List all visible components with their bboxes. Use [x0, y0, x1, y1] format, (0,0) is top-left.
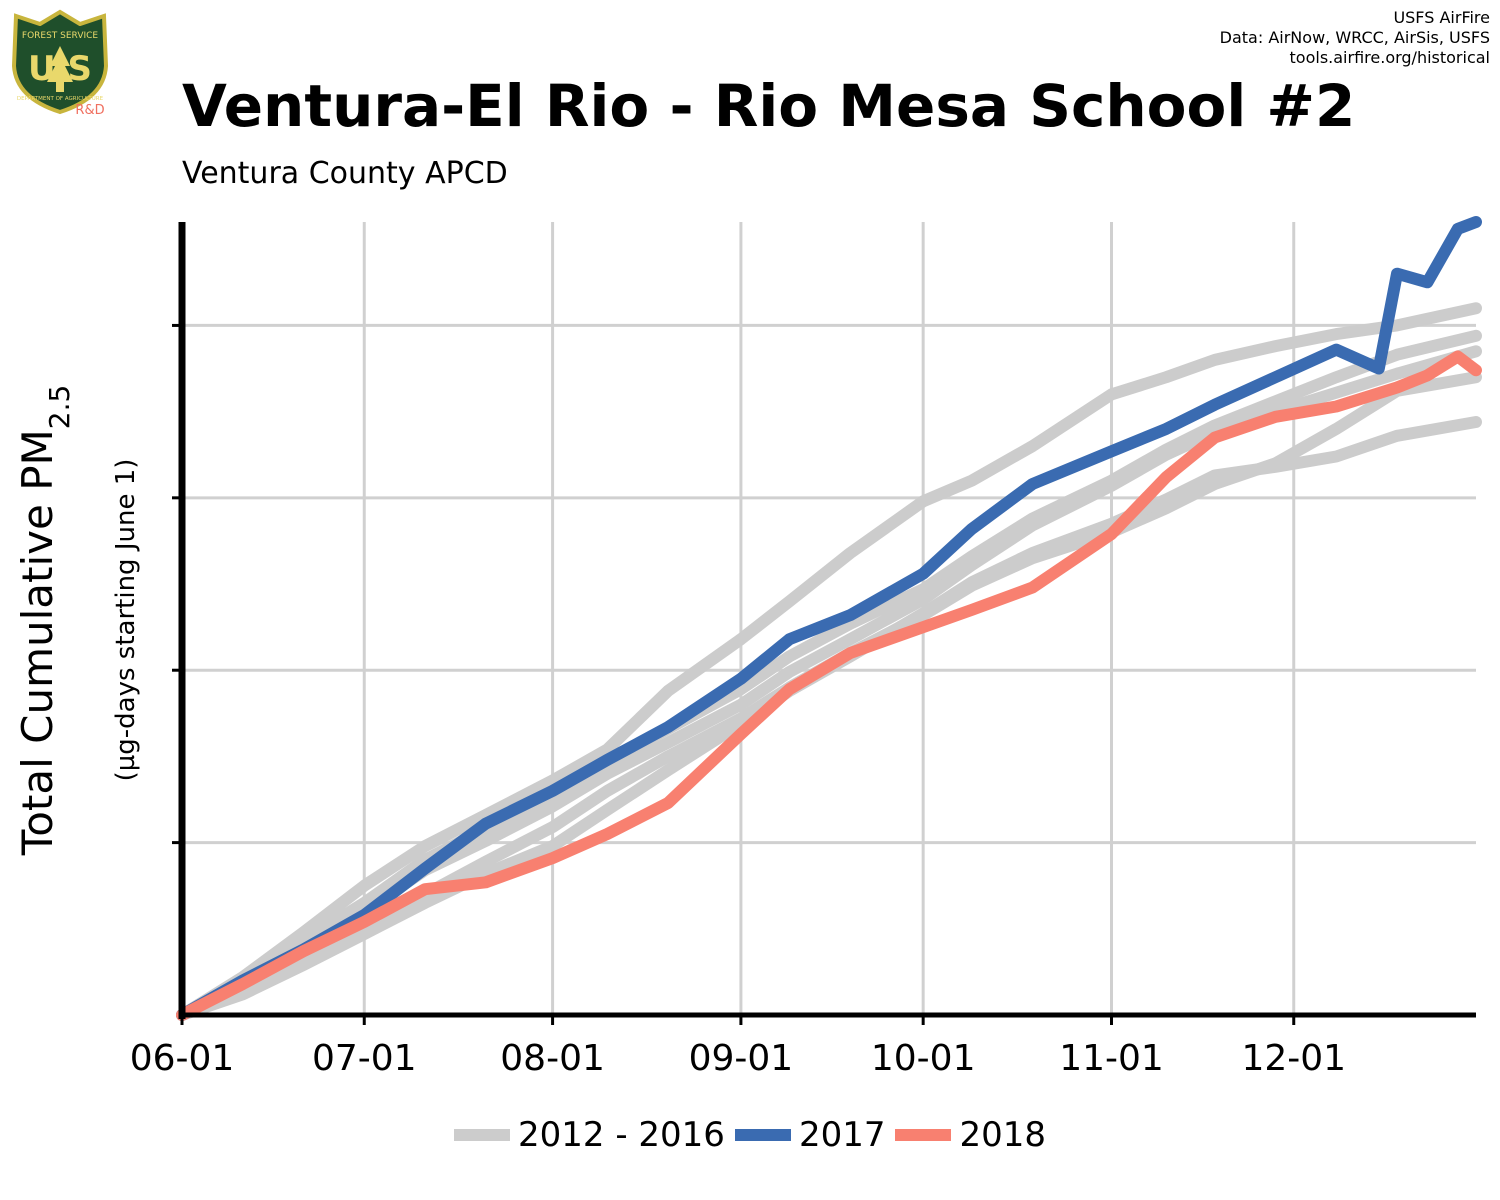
- legend-swatch: [453, 1129, 510, 1141]
- legend-item-2018: 2018: [895, 1115, 1046, 1155]
- series-lines: [176, 216, 1482, 1021]
- x-tick-label: 08-01: [500, 1038, 605, 1079]
- chart-title: Ventura-El Rio - Rio Mesa School #2: [182, 72, 1356, 140]
- x-tick-label: 09-01: [689, 1038, 794, 1079]
- y-axis-label-text: Total Cumulative PM: [13, 429, 62, 856]
- axes: [172, 222, 1476, 1019]
- x-tick-label: 07-01: [312, 1038, 417, 1079]
- legend-label: 2017: [798, 1115, 886, 1155]
- legend-swatch: [734, 1129, 791, 1141]
- x-axis-ticks: 06-01 07-01 08-01 09-01 10-01 11-01 12-01: [130, 1015, 1346, 1079]
- y-axis-secondary-label: (µg-days starting June 1): [111, 459, 141, 782]
- series-line-2018: [176, 350, 1482, 1021]
- legend-item-historic: 2012 - 2016: [453, 1115, 725, 1155]
- x-tick-label: 06-01: [130, 1038, 235, 1079]
- credit-line: Data: AirNow, WRCC, AirSis, USFS: [1219, 28, 1490, 47]
- legend-label: 2012 - 2016: [517, 1115, 725, 1155]
- tree-icon: [47, 46, 73, 92]
- y-axis-label-subscript: 2.5: [43, 385, 76, 430]
- logo-top-text: FOREST SERVICE: [22, 31, 99, 41]
- forest-service-shield-logo: FOREST SERVICE U S DEPARTMENT OF AGRICUL…: [11, 9, 109, 118]
- x-tick-label: 12-01: [1241, 1038, 1346, 1079]
- legend-swatch: [895, 1129, 952, 1141]
- x-tick-label: 10-01: [871, 1038, 976, 1079]
- series-line-2017: [176, 216, 1482, 1021]
- y-axis-label: Total Cumulative PM2.5: [13, 385, 76, 857]
- series-line-historic: [176, 416, 1482, 1021]
- series-line-historic: [176, 329, 1482, 1021]
- legend-item-2017: 2017: [734, 1115, 886, 1155]
- chart-subtitle: Ventura County APCD: [182, 156, 508, 191]
- legend-label: 2018: [959, 1115, 1046, 1155]
- logo-rd-label: R&D: [75, 103, 104, 118]
- credit-line: USFS AirFire: [1393, 8, 1490, 27]
- x-tick-label: 11-01: [1059, 1038, 1164, 1079]
- gridlines: [182, 222, 1476, 1015]
- logo-bottom-text: DEPARTMENT OF AGRICULTURE: [17, 96, 104, 102]
- legend: 2012 - 2016 2017 2018: [0, 1115, 1500, 1155]
- credit-line: tools.airfire.org/historical: [1289, 48, 1490, 67]
- cumulative-pm-chart: 06-01 07-01 08-01 09-01 10-01 11-01 12-01 Tota…: [13, 216, 1482, 1079]
- series-line-historic: [176, 302, 1482, 1021]
- credits: USFS AirFire Data: AirNow, WRCC, AirSis,…: [1220, 8, 1490, 68]
